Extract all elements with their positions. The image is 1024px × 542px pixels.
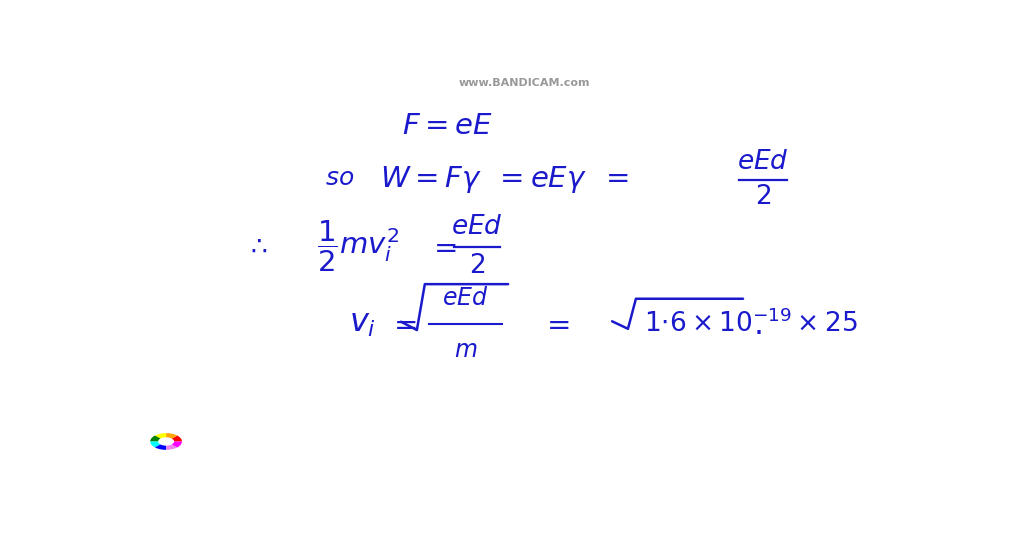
- Text: $eEd$: $eEd$: [737, 149, 788, 175]
- Text: $eEd$: $eEd$: [452, 214, 503, 240]
- Text: $=$: $=$: [428, 233, 457, 261]
- Text: $m$: $m$: [454, 338, 477, 362]
- Text: $\dfrac{1}{2}mv_i^2$: $\dfrac{1}{2}mv_i^2$: [316, 219, 398, 274]
- Text: $so$: $so$: [325, 166, 354, 190]
- Wedge shape: [172, 436, 182, 442]
- Text: www.BANDICAM.com: www.BANDICAM.com: [459, 78, 591, 88]
- Text: $=$: $=$: [388, 310, 418, 338]
- Text: $1{\cdot}6 \times 10^{-19} \times 25$: $1{\cdot}6 \times 10^{-19} \times 25$: [644, 309, 857, 338]
- Wedge shape: [166, 444, 177, 450]
- Text: $eEd$: $eEd$: [442, 286, 488, 310]
- Text: $\therefore$: $\therefore$: [246, 234, 268, 260]
- Wedge shape: [155, 433, 166, 438]
- Wedge shape: [166, 433, 177, 438]
- Text: $W = F\gamma\;\; = eE\gamma\;\; =$: $W = F\gamma\;\; = eE\gamma\;\; =$: [380, 164, 629, 195]
- Text: $v_i$: $v_i$: [348, 308, 376, 339]
- Wedge shape: [151, 436, 161, 442]
- Text: $F = eE$: $F = eE$: [401, 112, 493, 139]
- Text: $=$: $=$: [541, 310, 569, 338]
- Wedge shape: [151, 442, 161, 447]
- Text: $2$: $2$: [469, 253, 485, 279]
- Wedge shape: [155, 444, 166, 450]
- Text: $.$: $.$: [753, 311, 761, 341]
- Wedge shape: [172, 442, 182, 447]
- Text: $2$: $2$: [755, 184, 771, 210]
